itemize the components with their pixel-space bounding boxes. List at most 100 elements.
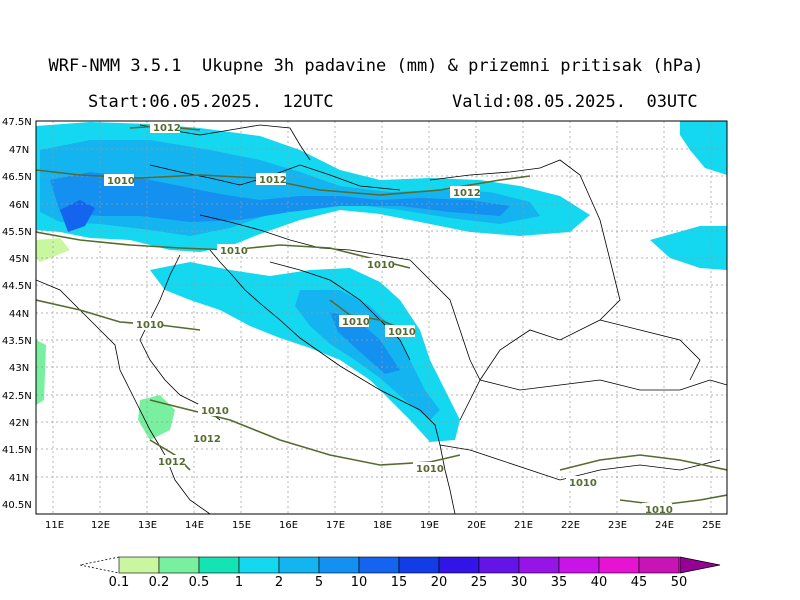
precipitation-field xyxy=(36,121,727,442)
border-east xyxy=(599,319,701,381)
lat-label: 42.5N xyxy=(2,391,32,402)
colorbar-cell xyxy=(438,556,480,574)
lon-label: 11E xyxy=(45,520,64,531)
isobar-label: 1010 xyxy=(342,317,370,328)
lon-label: 21E xyxy=(514,520,533,531)
colorbar-cells xyxy=(118,556,680,574)
isobar-label: 1010 xyxy=(645,505,673,516)
coastlines-borders xyxy=(36,124,727,514)
lon-label: 15E xyxy=(232,520,251,531)
lat-label: 45N xyxy=(9,254,29,265)
lat-label: 44N xyxy=(9,309,29,320)
colorbar-cell xyxy=(638,556,680,574)
colorbar-label: 1 xyxy=(235,575,243,590)
lat-label: 43N xyxy=(9,363,29,374)
lat-label: 47N xyxy=(9,145,29,156)
isobar-label: 1012 xyxy=(453,188,481,199)
precip-band-north-heavy xyxy=(50,172,510,222)
isobar-label: 1010 xyxy=(416,464,444,475)
lon-label: 19E xyxy=(420,520,439,531)
latitude-axis: 47.5N 47N 46.5N 46N 45.5N 45N 44.5N 44N … xyxy=(2,117,32,511)
precip-ne-corner xyxy=(680,121,727,175)
lat-label: 44.5N xyxy=(2,281,32,292)
colorbar-cell xyxy=(558,556,600,574)
border-serbia xyxy=(409,259,481,421)
colorbar-label: 15 xyxy=(391,575,408,590)
precip-nw-green xyxy=(36,238,70,262)
danube-like-border xyxy=(479,319,601,381)
colorbar-cell xyxy=(518,556,560,574)
colorbar-label: 0.1 xyxy=(109,575,130,590)
lon-label: 16E xyxy=(279,520,298,531)
lon-label: 23E xyxy=(608,520,627,531)
longitude-axis: 11E 12E 13E 14E 15E 16E 17E 18E 19E 20E … xyxy=(45,520,721,531)
border-greece xyxy=(439,444,721,481)
lat-label: 40.5N xyxy=(2,500,32,511)
colorbar-label: 20 xyxy=(431,575,448,590)
map-title: WRF-NMM 3.5.1 Ukupne 3h padavine (mm) & … xyxy=(48,56,704,76)
colorbar-labels: 0.1 0.2 0.5 1 2 5 10 15 20 25 30 35 40 4… xyxy=(109,575,688,590)
isobar-label: 1010 xyxy=(107,176,135,187)
lon-label: 17E xyxy=(326,520,345,531)
colorbar: 0.1 0.2 0.5 1 2 5 10 15 20 25 30 35 40 4… xyxy=(79,556,721,590)
lat-label: 46.5N xyxy=(2,172,32,183)
colorbar-cell xyxy=(598,556,640,574)
isobar-label: 1010 xyxy=(201,406,229,417)
precip-balkans xyxy=(150,262,460,442)
colorbar-cell xyxy=(358,556,400,574)
colorbar-cell xyxy=(238,556,280,574)
colorbar-cell xyxy=(158,556,200,574)
colorbar-label: 45 xyxy=(631,575,648,590)
lat-label: 46N xyxy=(9,200,29,211)
colorbar-label: 10 xyxy=(351,575,368,590)
lon-label: 24E xyxy=(655,520,674,531)
isobar-1010-italy xyxy=(36,299,201,331)
lat-label: 45.5N xyxy=(2,227,32,238)
colorbar-high-arrow xyxy=(679,556,721,574)
lon-label: 20E xyxy=(467,520,486,531)
isobar-labels: 1012 1010 1012 1012 1010 1010 1010 1010 … xyxy=(104,121,673,516)
lat-label: 42N xyxy=(9,418,29,429)
map-frame xyxy=(35,120,728,515)
isobar-label: 1010 xyxy=(367,260,395,271)
lon-label: 22E xyxy=(561,520,580,531)
border-bulgaria xyxy=(479,379,727,391)
colorbar-cell xyxy=(478,556,520,574)
isobar-label: 1010 xyxy=(136,320,164,331)
colorbar-cell xyxy=(118,556,160,574)
colorbar-label: 0.5 xyxy=(189,575,210,590)
isobar-label: 1010 xyxy=(220,246,248,257)
valid-time-label: Valid:08.05.2025. 03UTC xyxy=(452,92,698,112)
colorbar-cell xyxy=(398,556,440,574)
border-slovenia-croatia xyxy=(199,214,411,261)
colorbar-label: 5 xyxy=(315,575,323,590)
lat-label: 47.5N xyxy=(2,117,32,128)
start-time-label: Start:06.05.2025. 12UTC xyxy=(88,92,334,112)
border-bosnia xyxy=(269,261,411,361)
precip-east-patch xyxy=(650,226,727,270)
isobar-label: 1010 xyxy=(569,478,597,489)
lon-label: 18E xyxy=(373,520,392,531)
isobar-label: 1012 xyxy=(259,175,287,186)
colorbar-label: 25 xyxy=(471,575,488,590)
colorbar-cell xyxy=(318,556,360,574)
lon-label: 14E xyxy=(185,520,204,531)
colorbar-label: 30 xyxy=(511,575,528,590)
lat-label: 41.5N xyxy=(2,445,32,456)
colorbar-cell xyxy=(278,556,320,574)
colorbar-label: 2 xyxy=(275,575,283,590)
colorbar-cell xyxy=(198,556,240,574)
lon-label: 25E xyxy=(702,520,721,531)
lon-label: 13E xyxy=(138,520,157,531)
lon-label: 12E xyxy=(91,520,110,531)
isobar-label: 1012 xyxy=(158,457,186,468)
colorbar-label: 0.2 xyxy=(149,575,170,590)
lat-label: 43.5N xyxy=(2,336,32,347)
precip-core-west xyxy=(60,200,95,232)
colorbar-label: 35 xyxy=(551,575,568,590)
isobar-label: 1012 xyxy=(193,434,221,445)
isobar-1010-se2 xyxy=(619,494,727,506)
border-romania xyxy=(429,159,621,321)
precip-west-edge xyxy=(36,340,46,405)
